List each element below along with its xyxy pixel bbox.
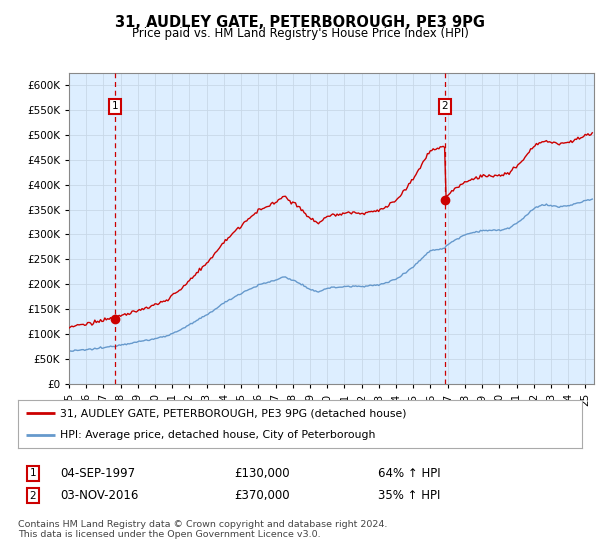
Text: Price paid vs. HM Land Registry's House Price Index (HPI): Price paid vs. HM Land Registry's House …: [131, 27, 469, 40]
Text: 35% ↑ HPI: 35% ↑ HPI: [378, 489, 440, 502]
Text: HPI: Average price, detached house, City of Peterborough: HPI: Average price, detached house, City…: [60, 430, 376, 440]
Text: £370,000: £370,000: [234, 489, 290, 502]
Text: 2: 2: [29, 491, 37, 501]
Text: 31, AUDLEY GATE, PETERBOROUGH, PE3 9PG: 31, AUDLEY GATE, PETERBOROUGH, PE3 9PG: [115, 15, 485, 30]
Text: 64% ↑ HPI: 64% ↑ HPI: [378, 466, 440, 480]
Text: 31, AUDLEY GATE, PETERBOROUGH, PE3 9PG (detached house): 31, AUDLEY GATE, PETERBOROUGH, PE3 9PG (…: [60, 408, 407, 418]
Text: 1: 1: [112, 101, 118, 111]
Text: 2: 2: [442, 101, 448, 111]
Text: 04-SEP-1997: 04-SEP-1997: [60, 466, 135, 480]
Text: 1: 1: [29, 468, 37, 478]
Text: Contains HM Land Registry data © Crown copyright and database right 2024.
This d: Contains HM Land Registry data © Crown c…: [18, 520, 388, 539]
Text: £130,000: £130,000: [234, 466, 290, 480]
Text: 03-NOV-2016: 03-NOV-2016: [60, 489, 139, 502]
